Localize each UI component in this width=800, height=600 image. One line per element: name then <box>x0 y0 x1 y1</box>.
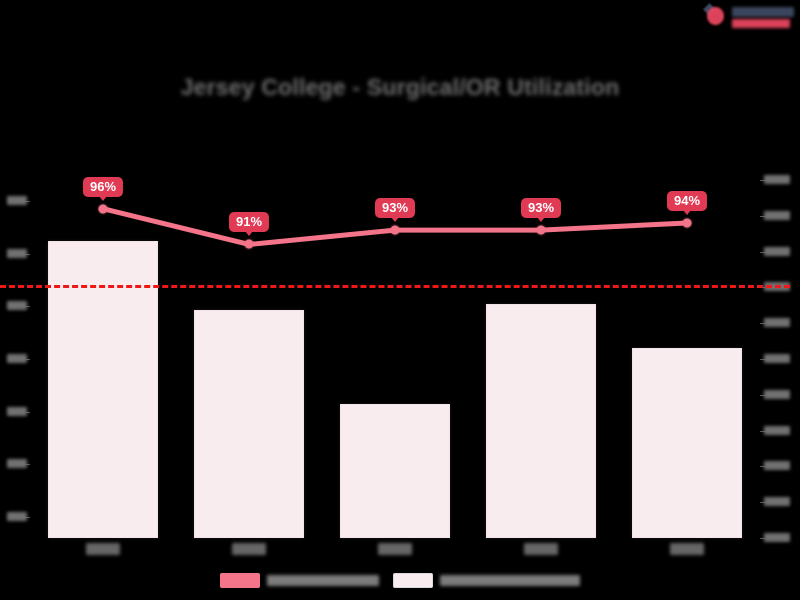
legend-label-1 <box>440 575 580 586</box>
y-axis-left-tick-mark-0 <box>24 201 30 203</box>
line-marker-2021[interactable] <box>390 225 400 235</box>
x-axis-label-2022 <box>524 543 558 555</box>
y-axis-right-tick-mark-8 <box>760 466 766 468</box>
y-axis-left-tick-mark-3 <box>24 359 30 360</box>
y-axis-left-tick-mark-1 <box>24 253 30 255</box>
y-axis-right-tick-10 <box>764 533 790 542</box>
bar-2022[interactable] <box>486 303 596 538</box>
data-label-2023: 94% <box>666 190 708 215</box>
y-axis-right-tick-5 <box>764 354 790 363</box>
line-marker-2019[interactable] <box>98 204 108 214</box>
y-axis-right-tick-mark-9 <box>760 502 766 504</box>
legend-swatch-1 <box>393 573 433 588</box>
line-marker-2023[interactable] <box>682 218 692 228</box>
brand-logo <box>703 2 795 32</box>
data-label-2021: 93% <box>374 198 416 223</box>
legend-item-0[interactable] <box>220 573 379 588</box>
line-marker-2022[interactable] <box>536 225 546 235</box>
y-axis-left-tick-mark-5 <box>24 464 30 466</box>
chart-legend <box>0 569 800 592</box>
x-axis-label-2021 <box>378 543 412 555</box>
legend-label-0 <box>267 575 379 586</box>
y-axis-right-tick-4 <box>764 318 790 328</box>
line-marker-2020[interactable] <box>244 239 254 249</box>
brand-logo-line2 <box>732 18 790 28</box>
y-axis-left-tick-6 <box>7 511 27 521</box>
target-line <box>0 285 790 289</box>
y-axis-left-tick-mark-6 <box>24 516 30 518</box>
brand-logo-text <box>732 6 794 28</box>
y-axis-left-tick-mark-4 <box>24 411 30 413</box>
y-axis-left-tick-mark-2 <box>24 306 30 308</box>
droplet-logo-icon <box>703 3 729 30</box>
data-label-2022: 93% <box>520 198 562 223</box>
data-label-2020: 91% <box>228 212 270 237</box>
y-axis-right-tick-mark-6 <box>760 394 766 396</box>
x-axis-label-2023 <box>670 543 704 555</box>
y-axis-right-tick-mark-5 <box>760 359 766 360</box>
y-axis-right-tick-6 <box>764 389 790 399</box>
y-axis-right-tick-7 <box>764 425 790 435</box>
legend-swatch-0 <box>220 573 260 588</box>
y-axis-left-tick-0 <box>7 196 27 206</box>
chart-title: Jersey College - Surgical/OR Utilization <box>180 74 620 100</box>
y-axis-right-tick-8 <box>764 461 790 471</box>
legend-inner <box>214 569 586 592</box>
y-axis-right-tick-9 <box>764 497 790 507</box>
bar-2023[interactable] <box>632 348 742 538</box>
data-label-2019: 96% <box>82 176 124 201</box>
y-axis-left-tick-5 <box>7 459 27 469</box>
bar-2021[interactable] <box>340 404 450 538</box>
y-axis-left-tick-4 <box>7 406 27 416</box>
x-axis-label-2020 <box>232 543 266 555</box>
y-axis-right-tick-mark-2 <box>760 251 766 253</box>
legend-item-1[interactable] <box>393 573 580 588</box>
y-axis-right <box>760 175 800 542</box>
y-axis-right-tick-mark-0 <box>760 180 766 181</box>
y-axis-right-tick-0 <box>764 175 790 184</box>
x-axis-label-2019 <box>86 543 120 555</box>
y-axis-right-tick-1 <box>764 210 790 220</box>
bar-2020[interactable] <box>194 309 304 538</box>
y-axis-right-tick-mark-4 <box>760 323 766 325</box>
y-axis-right-tick-mark-10 <box>760 538 766 539</box>
brand-logo-line1 <box>732 6 794 17</box>
y-axis-right-tick-2 <box>764 246 790 256</box>
y-axis-left-tick-1 <box>7 248 27 258</box>
y-axis-left-tick-2 <box>7 301 27 311</box>
plot-area: 96% 91% 93% 93% 94% <box>0 176 790 538</box>
bar-2019[interactable] <box>48 241 158 538</box>
y-axis-left-tick-3 <box>7 354 27 363</box>
y-axis-left <box>0 180 30 538</box>
y-axis-right-tick-mark-1 <box>760 215 766 217</box>
y-axis-right-tick-mark-7 <box>760 430 766 432</box>
